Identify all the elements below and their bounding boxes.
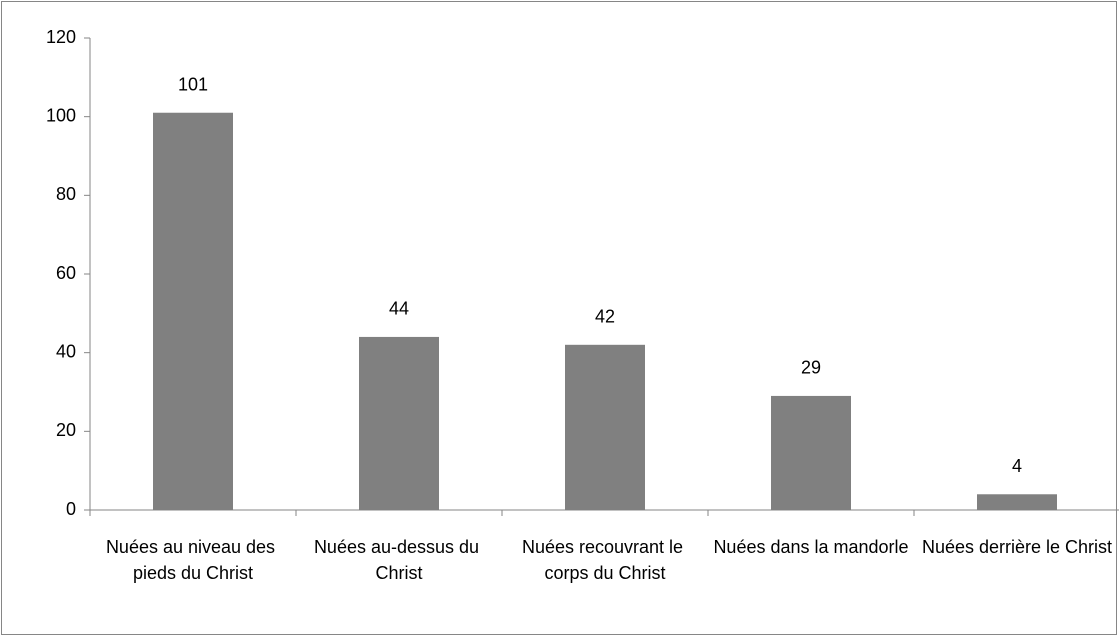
- x-tick-label: Nuées recouvrant le corps du Christ: [522, 537, 688, 583]
- bar: [771, 395, 851, 510]
- y-tick-label: 0: [66, 499, 76, 519]
- x-tick-label: Nuées au niveau des pieds du Christ: [106, 537, 280, 583]
- y-tick-label: 40: [56, 341, 76, 361]
- x-tick-label: Nuées au-dessus du Christ: [314, 537, 484, 583]
- bar: [565, 344, 645, 510]
- data-label: 42: [595, 307, 615, 327]
- bar: [977, 494, 1057, 510]
- data-label: 44: [389, 299, 409, 319]
- data-label: 4: [1012, 456, 1022, 476]
- data-label: 29: [801, 358, 821, 378]
- y-tick-label: 60: [56, 263, 76, 283]
- x-tick-label: Nuées derrière le Christ: [922, 537, 1112, 557]
- y-tick-label: 20: [56, 420, 76, 440]
- y-tick-label: 120: [46, 27, 76, 47]
- y-tick-label: 80: [56, 184, 76, 204]
- data-label: 101: [178, 74, 208, 94]
- bar: [359, 336, 439, 510]
- x-tick-label: Nuées dans la mandorle: [713, 537, 908, 557]
- bar: [153, 112, 233, 510]
- y-tick-label: 100: [46, 105, 76, 125]
